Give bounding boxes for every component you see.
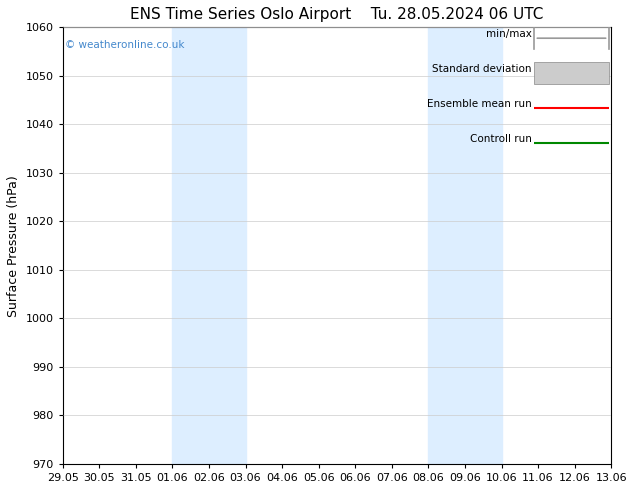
Title: ENS Time Series Oslo Airport    Tu. 28.05.2024 06 UTC: ENS Time Series Oslo Airport Tu. 28.05.2…: [130, 7, 543, 22]
Text: © weatheronline.co.uk: © weatheronline.co.uk: [65, 40, 185, 50]
Bar: [429, 27, 501, 464]
Y-axis label: Surface Pressure (hPa): Surface Pressure (hPa): [7, 175, 20, 317]
FancyBboxPatch shape: [534, 62, 609, 84]
Text: Controll run: Controll run: [470, 134, 532, 144]
Bar: [172, 27, 245, 464]
Text: min/max: min/max: [486, 29, 532, 40]
Text: Ensemble mean run: Ensemble mean run: [427, 99, 532, 109]
Text: Standard deviation: Standard deviation: [432, 64, 532, 74]
